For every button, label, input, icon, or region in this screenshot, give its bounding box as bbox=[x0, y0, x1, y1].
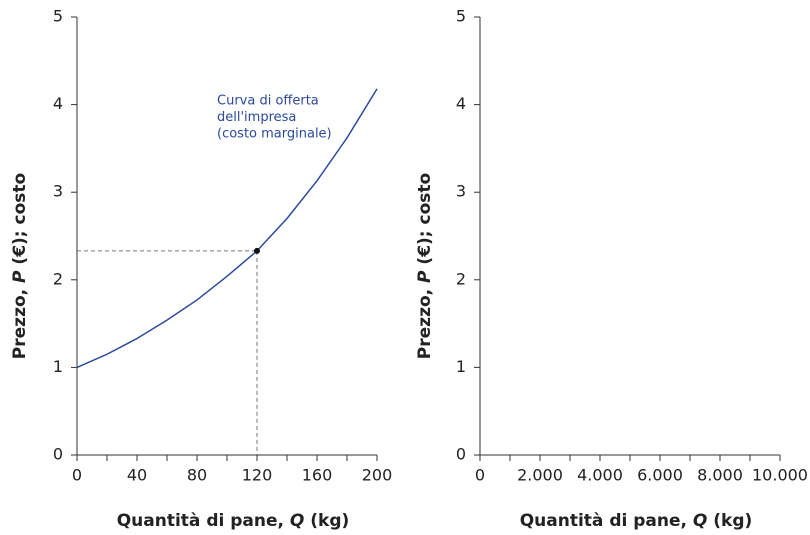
x-tick-label: 40 bbox=[127, 466, 147, 485]
x-tick-label: 80 bbox=[187, 466, 207, 485]
y-tick-label: 1 bbox=[456, 357, 466, 376]
y-tick-label: 5 bbox=[456, 7, 466, 26]
y-tick-label: 0 bbox=[53, 445, 63, 464]
x-axis-label-part: Quantità di pane, bbox=[117, 511, 290, 531]
x-tick-label: 160 bbox=[302, 466, 333, 485]
x-tick-label: 10.000 bbox=[752, 466, 808, 485]
x-axis-label-part: (kg) bbox=[707, 511, 752, 531]
x-tick-label: 8.000 bbox=[697, 466, 743, 485]
x-tick-label: 6.000 bbox=[637, 466, 683, 485]
x-axis-label-part: Q bbox=[290, 511, 304, 531]
x-axis-label-part: (kg) bbox=[304, 511, 349, 531]
x-axis-label: Quantità di pane, Q (kg) bbox=[520, 511, 753, 531]
y-tick-label: 3 bbox=[53, 182, 63, 201]
x-axis-label-part: Quantità di pane, bbox=[520, 511, 693, 531]
annotation: dell'impresa bbox=[217, 110, 296, 125]
y-axis-label-part: Prezzo, bbox=[415, 283, 435, 359]
y-tick-label: 2 bbox=[53, 269, 63, 288]
y-tick-label: 4 bbox=[53, 94, 63, 113]
y-tick-label: 4 bbox=[456, 94, 466, 113]
x-tick-label: 200 bbox=[362, 466, 393, 485]
y-tick-label: 1 bbox=[53, 357, 63, 376]
y-tick-label: 5 bbox=[53, 7, 63, 26]
y-tick-label: 3 bbox=[456, 182, 466, 201]
x-tick-label: 0 bbox=[475, 466, 485, 485]
y-axis-label-part: Prezzo, bbox=[10, 283, 30, 359]
x-tick-label: 0 bbox=[72, 466, 82, 485]
annotation: (costo marginale) bbox=[217, 127, 332, 142]
x-tick-label: 4.000 bbox=[577, 466, 623, 485]
y-tick-label: 0 bbox=[456, 445, 466, 464]
supply-curve bbox=[76, 88, 378, 369]
y-axis-label-part: (€); costo bbox=[415, 173, 435, 271]
x-tick-label: 2.000 bbox=[517, 466, 563, 485]
annotation: Curva di offerta bbox=[217, 94, 319, 109]
y-axis-label: Prezzo, P (€); costo bbox=[10, 173, 30, 359]
y-tick-label: 2 bbox=[456, 269, 466, 288]
y-axis-label-part: P bbox=[415, 270, 435, 283]
point bbox=[254, 247, 260, 254]
y-axis-label-part: P bbox=[10, 270, 30, 283]
x-axis-label-part: Q bbox=[693, 511, 707, 531]
x-tick-label: 120 bbox=[242, 466, 273, 485]
y-axis-label-part: (€); costo bbox=[10, 173, 30, 271]
x-axis-label: Quantità di pane, Q (kg) bbox=[117, 511, 350, 531]
y-axis-label: Prezzo, P (€); costo bbox=[415, 173, 435, 359]
